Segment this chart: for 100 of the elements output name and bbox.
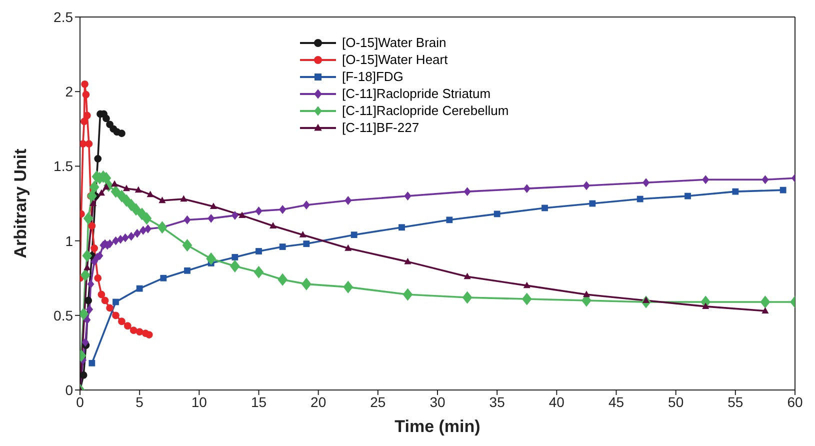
point xyxy=(160,274,167,282)
point xyxy=(446,216,453,224)
point xyxy=(344,196,352,205)
x-tick-label: 30 xyxy=(430,394,446,410)
point xyxy=(87,280,94,289)
point xyxy=(110,185,121,198)
x-tick-label: 55 xyxy=(728,394,744,410)
x-tick-label: 15 xyxy=(250,394,267,410)
point xyxy=(279,244,286,250)
point xyxy=(90,200,97,206)
point xyxy=(760,296,770,308)
point xyxy=(462,291,472,304)
point xyxy=(86,304,94,314)
y-axis-title: Arbitrary Unit xyxy=(11,148,30,258)
point xyxy=(86,190,97,202)
point xyxy=(158,196,166,204)
point xyxy=(101,296,109,304)
point xyxy=(402,288,413,301)
point xyxy=(270,222,277,228)
y-tick-label: 1.5 xyxy=(54,158,74,174)
point xyxy=(102,114,110,122)
point xyxy=(80,371,88,379)
point xyxy=(523,282,530,288)
point xyxy=(83,212,94,225)
point xyxy=(106,120,114,128)
point xyxy=(88,360,96,366)
x-tick-label: 0 xyxy=(76,394,84,410)
x-tick-label: 20 xyxy=(310,394,326,410)
point xyxy=(84,296,92,304)
point xyxy=(343,280,354,294)
point xyxy=(112,236,120,246)
point xyxy=(82,338,89,347)
x-tick-label: 60 xyxy=(787,394,803,410)
point xyxy=(128,232,135,241)
x-tick-label: 25 xyxy=(370,394,386,410)
point xyxy=(111,180,118,187)
point xyxy=(278,273,288,286)
point xyxy=(184,215,191,224)
point xyxy=(350,232,358,238)
legend-label: [C-11]BF-227 xyxy=(342,120,420,135)
point xyxy=(134,228,141,238)
legend-label: [F-18]FDG xyxy=(342,69,404,84)
point xyxy=(256,248,262,254)
point xyxy=(464,187,471,196)
point xyxy=(131,203,141,216)
y-tick-label: 1 xyxy=(65,232,74,249)
point xyxy=(82,249,92,262)
x-tick-label: 45 xyxy=(608,394,624,410)
point xyxy=(184,267,190,274)
point xyxy=(303,240,310,247)
point xyxy=(122,233,129,242)
x-tick-label: 10 xyxy=(191,394,208,410)
point xyxy=(134,186,142,193)
point xyxy=(206,252,216,266)
point xyxy=(112,298,119,306)
point xyxy=(136,285,143,292)
point xyxy=(279,204,286,214)
point xyxy=(180,195,188,202)
y-tick-label: 2 xyxy=(65,84,74,100)
point xyxy=(582,181,590,190)
point xyxy=(89,180,100,194)
point xyxy=(542,204,548,212)
point xyxy=(81,80,88,88)
point xyxy=(398,224,405,231)
point xyxy=(299,230,306,238)
y-tick-label: 0.5 xyxy=(54,307,74,324)
point xyxy=(106,304,114,312)
point xyxy=(84,315,91,324)
point xyxy=(80,268,90,282)
point xyxy=(404,192,412,201)
point xyxy=(94,155,102,162)
point xyxy=(231,210,238,220)
point xyxy=(684,192,691,200)
point xyxy=(232,254,238,260)
point xyxy=(780,186,786,194)
point xyxy=(112,312,120,320)
point xyxy=(582,290,590,298)
point xyxy=(238,212,246,218)
point xyxy=(118,130,126,138)
point xyxy=(98,189,105,196)
legend-label: [O-15]Water Brain xyxy=(342,35,446,50)
point xyxy=(762,307,769,314)
point xyxy=(90,244,98,252)
point xyxy=(762,175,769,184)
point xyxy=(98,290,106,298)
point xyxy=(230,260,240,272)
point xyxy=(732,188,739,195)
point xyxy=(302,200,310,210)
point xyxy=(589,200,596,207)
point xyxy=(118,318,126,326)
point xyxy=(344,244,352,251)
point xyxy=(301,278,312,290)
point xyxy=(80,118,88,126)
point xyxy=(145,331,153,338)
x-tick-label: 40 xyxy=(548,394,565,410)
point xyxy=(144,224,152,234)
x-tick-label: 35 xyxy=(489,394,506,410)
point xyxy=(140,226,147,235)
point xyxy=(494,210,500,218)
point xyxy=(210,202,217,210)
